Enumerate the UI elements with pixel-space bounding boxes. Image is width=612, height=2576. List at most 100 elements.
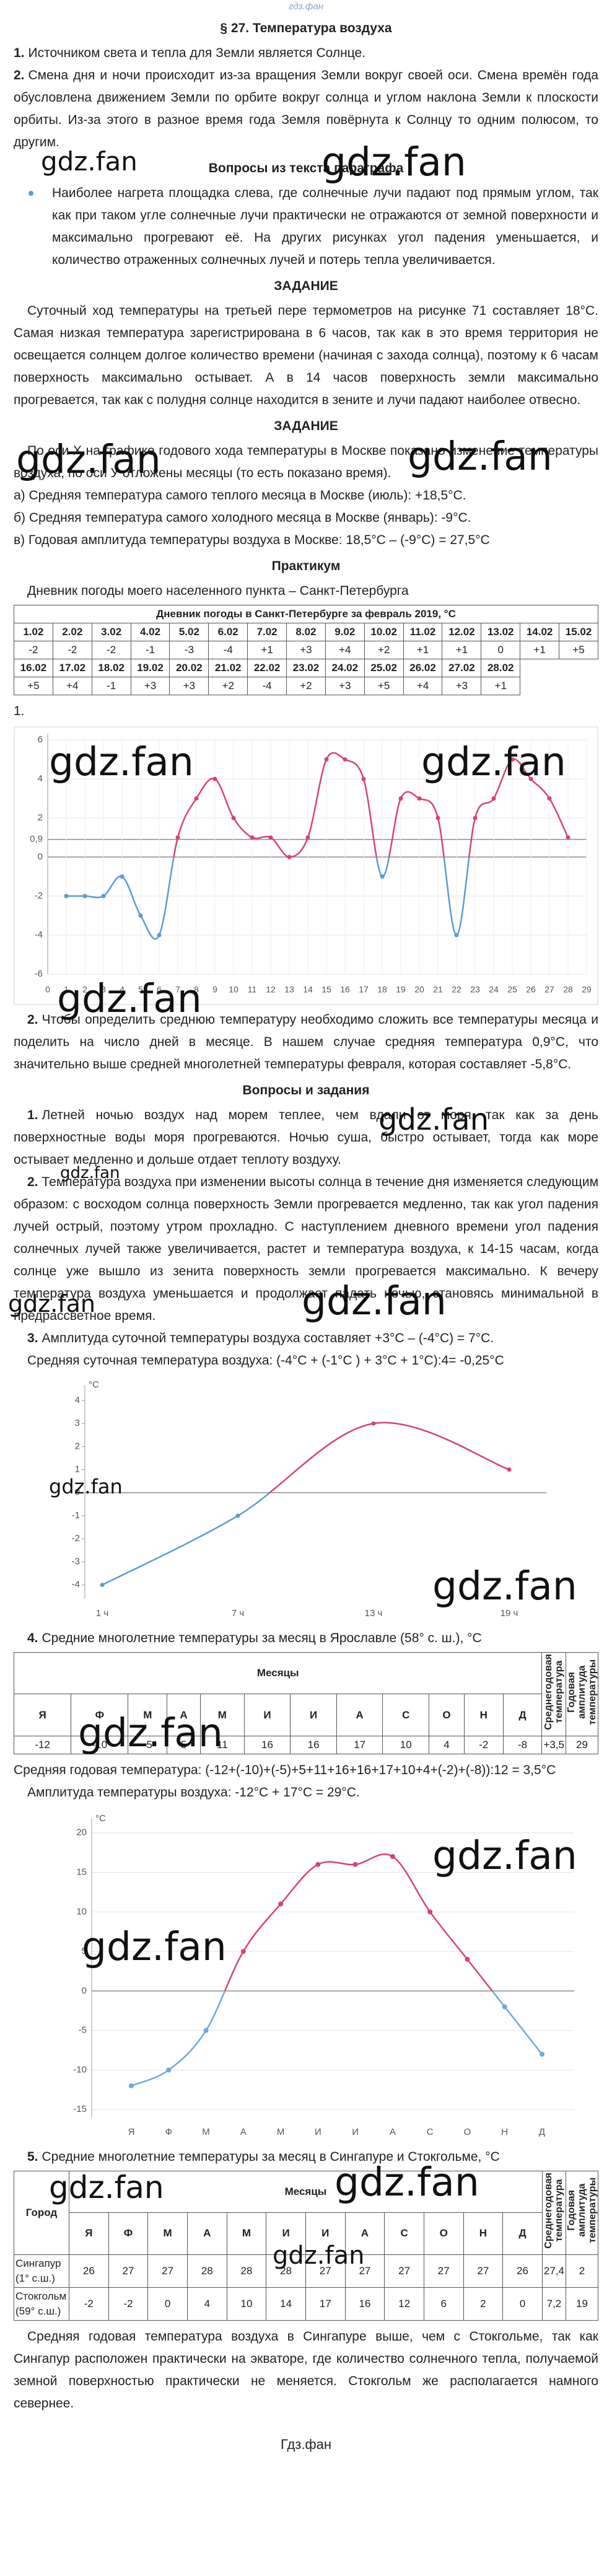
date-cell: 1.02	[14, 623, 53, 641]
date-cell: 7.02	[247, 623, 287, 641]
month-header: А	[344, 2212, 385, 2255]
point	[491, 796, 496, 801]
x-tick-label: 19	[396, 985, 406, 995]
value-cell: +3,5	[541, 1735, 566, 1754]
table-row: -12 -10 -5 5 11 16 16 17 10 4 -2 -8 +3,5 29	[13, 1735, 598, 1754]
vertical-header: Годовая амплитуда температуры	[566, 1652, 598, 1736]
empty-cell	[520, 659, 559, 677]
watermark: gdz.fan	[302, 1278, 447, 1324]
temperature-cell: +1	[520, 641, 560, 659]
subtitle: Дневник погоды моего населенного пункта …	[27, 584, 409, 598]
paragraph: По оси Х на графике годового хода темпер…	[14, 444, 598, 480]
date-cell: 3.02	[91, 623, 131, 641]
watermark: gdz.fan	[321, 139, 466, 185]
y-tick-label: 2	[38, 812, 43, 823]
paragraph-text: Средние многолетние температуры за месяц…	[42, 2149, 500, 2164]
watermark: gdz.fan	[57, 976, 202, 1021]
month-header: А	[186, 2212, 227, 2255]
point	[194, 796, 199, 801]
x-tick-label: Д	[539, 2127, 545, 2137]
item-number: 1.	[14, 46, 25, 60]
y-tick-label: 2	[75, 1441, 80, 1451]
paragraph: Амплитуда температуры воздуха: -12°С + 1…	[27, 1785, 360, 1800]
y-tick-label: 6	[38, 734, 43, 745]
date-cell: 19.02	[130, 659, 170, 677]
temperature-cell: +3	[130, 677, 170, 695]
value-cell: 12	[384, 2287, 424, 2321]
temperature-cell: -1	[130, 641, 170, 659]
point	[352, 1862, 358, 1867]
temperature-cell: +5	[559, 641, 598, 659]
chart-container: -6 -4 -2 0 0,9 2 4 6 0 1 2 3 4 5 6 7 8 9 10 11 12 13 14 15 16 17 1…	[14, 726, 598, 1005]
comparison-table: Город Месяцы Среднегодовая температура Годо…	[14, 2170, 598, 2321]
x-tick-label: 13 ч	[365, 1608, 383, 1619]
point	[390, 1853, 395, 1859]
temperature-cell: +4	[325, 641, 365, 659]
value-cell: -5	[128, 1735, 168, 1754]
value-cell: 4	[186, 2287, 227, 2321]
x-tick-label: 13	[284, 985, 294, 995]
temperature-cell: -3	[169, 641, 209, 659]
temperature-cell: +2	[286, 677, 326, 695]
temperature-cell: +3	[442, 677, 482, 695]
temperature-cell: -4	[247, 677, 287, 695]
table-row: Стокгольм (59° с.ш.) -2 -2 0 4 10 14 17 16 12 6 2 0 7…	[14, 2287, 598, 2321]
value-cell: 2	[566, 2254, 598, 2288]
point	[343, 757, 348, 762]
month-header: М	[128, 1694, 168, 1736]
y-tick-label: 10	[76, 1906, 87, 1917]
paragraph: Средняя годовая температура: (-12+(-10)+…	[14, 1762, 556, 1777]
x-tick-label: А	[240, 2127, 247, 2137]
value-cell: 27	[108, 2254, 149, 2288]
y-axis-title: °С	[95, 1813, 106, 1824]
value-cell: 27	[305, 2254, 346, 2288]
x-tick-label: С	[427, 2127, 434, 2137]
x-tick-label: И	[315, 2127, 321, 2137]
paragraph: в) Годовая амплитуда температуры воздуха…	[14, 533, 490, 547]
month-header: А	[336, 1694, 383, 1736]
x-tick-label: А	[390, 2127, 396, 2137]
month-header: И	[290, 1694, 337, 1736]
vertical-header-text: Годовая амплитуда температуры	[566, 1659, 598, 1725]
point	[315, 1862, 321, 1867]
temperature-cell: +1	[247, 641, 287, 659]
date-cell: 9.02	[325, 623, 365, 641]
point	[417, 796, 422, 801]
y-tick-label: 4	[75, 1395, 80, 1405]
table-row: Сингапур (1° с.ш.) 26 27 27 28 28 28 27 27 27 27 27…	[14, 2254, 598, 2288]
numbered-paragraph: 1. Источником света и тепла для Земли явл…	[14, 42, 598, 64]
section-heading: Вопросы из текста параграфа	[208, 161, 404, 175]
x-tick-label: 29	[582, 985, 592, 995]
temperature-cell: 0	[481, 641, 521, 659]
numbered-paragraph: 2. Смена дня и ночи происходит из-за вращ…	[14, 64, 598, 154]
point	[268, 835, 273, 840]
date-cell: 13.02	[481, 623, 521, 641]
point	[166, 2067, 172, 2073]
x-tick-label: М	[277, 2127, 285, 2137]
point	[528, 776, 533, 781]
item-number: 1.	[27, 1108, 38, 1122]
month-header: И	[243, 1694, 291, 1736]
temperature-cell: +3	[325, 677, 365, 695]
y-tick-label: 3	[75, 1418, 80, 1428]
date-cell: 15.02	[559, 623, 598, 641]
point	[547, 796, 552, 801]
month-header: Я	[69, 2212, 109, 2255]
value-cell: 27,4	[541, 2254, 567, 2288]
section-heading: Вопросы и задания	[242, 1083, 370, 1097]
watermark: gdz.fan	[49, 739, 194, 785]
x-tick-label: 8	[194, 985, 199, 995]
group-header: Месяцы	[13, 1651, 543, 1695]
value-cell: 27	[147, 2254, 188, 2288]
date-cell: 22.02	[247, 659, 287, 677]
value-cell: 5	[167, 1735, 201, 1754]
item-number: 2.	[14, 68, 25, 82]
temperature-cell: -2	[14, 641, 53, 659]
group-header: Месяцы	[69, 2170, 543, 2213]
vertical-header-text: Среднегодовая температура	[543, 2172, 565, 2249]
month-header: Ф	[108, 2212, 149, 2255]
temperature-cell: +3	[286, 641, 326, 659]
temperature-cell: -2	[52, 641, 92, 659]
value-cell: 16	[344, 2287, 385, 2321]
point	[157, 933, 162, 938]
